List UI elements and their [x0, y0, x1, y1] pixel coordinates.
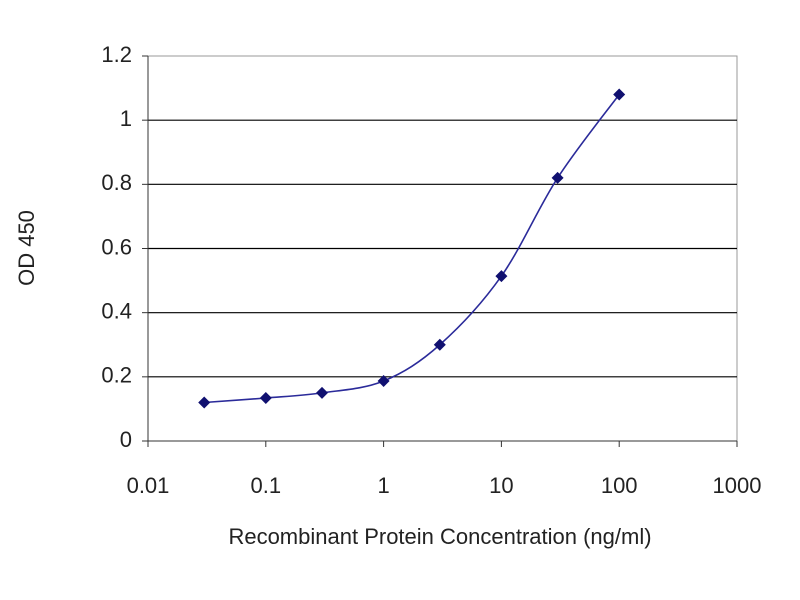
- x-tick-label: 10: [489, 473, 513, 498]
- data-point: [198, 396, 211, 409]
- x-tick-label: 1000: [713, 473, 762, 498]
- x-tick-label: 100: [601, 473, 638, 498]
- y-tick-label: 0.2: [101, 363, 132, 388]
- y-tick-label: 0.6: [101, 234, 132, 259]
- data-point: [316, 386, 329, 399]
- data-point: [259, 392, 272, 405]
- y-tick-label: 0: [120, 427, 132, 452]
- x-tick-label: 0.1: [251, 473, 282, 498]
- y-tick-label: 1: [120, 106, 132, 131]
- x-tick-label: 1: [377, 473, 389, 498]
- y-tick-label: 0.8: [101, 170, 132, 195]
- data-point: [613, 88, 626, 101]
- x-tick-label: 0.01: [127, 473, 170, 498]
- data-point: [495, 270, 508, 283]
- data-point: [551, 171, 564, 184]
- y-tick-label: 0.4: [101, 298, 132, 323]
- x-axis-title: Recombinant Protein Concentration (ng/ml…: [228, 524, 651, 549]
- y-axis-title: OD 450: [14, 210, 39, 286]
- data-point: [377, 375, 390, 388]
- data-point: [433, 338, 446, 351]
- y-tick-label: 1.2: [101, 42, 132, 67]
